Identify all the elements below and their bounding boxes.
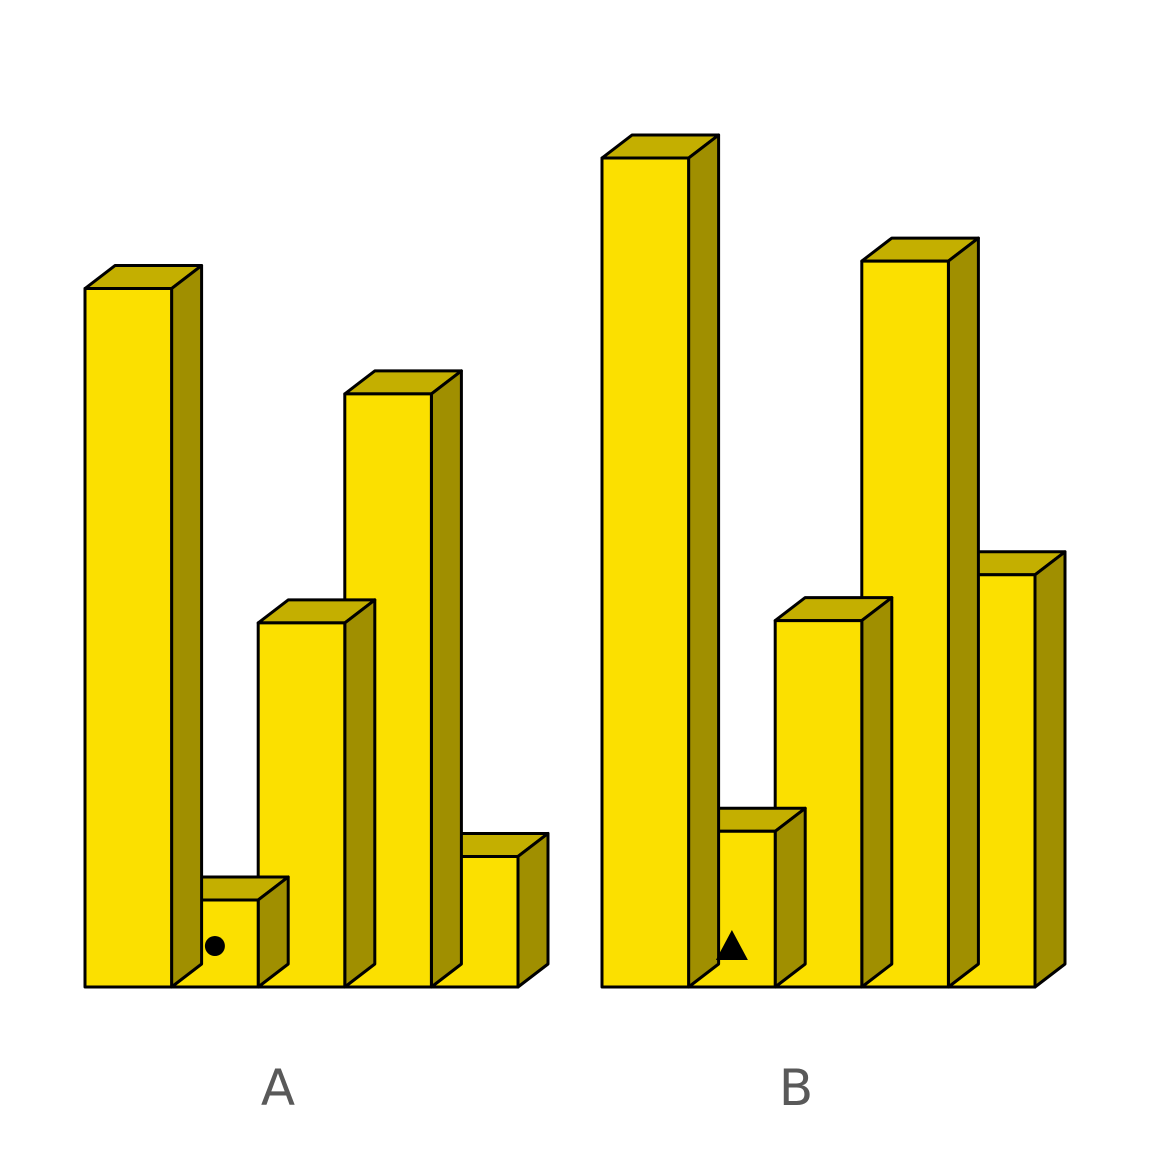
bar-side-face (516, 831, 550, 989)
bar-a-1 (83, 264, 204, 989)
bar-side-face (1033, 550, 1067, 989)
bar-side-face (687, 133, 721, 989)
chart-group-b (600, 133, 1067, 989)
chart-group-a (83, 264, 550, 989)
bar-side-face (343, 598, 377, 989)
triangle-marker (715, 930, 748, 960)
bar-side-face (773, 806, 807, 989)
bar-b-1 (600, 133, 721, 989)
bar-side-face (429, 369, 463, 989)
circle-marker (204, 936, 225, 956)
group-label-b: B (779, 1059, 813, 1117)
bar-side-face (946, 236, 980, 989)
bar-a-3 (256, 598, 377, 989)
group-label-a: A (261, 1059, 295, 1117)
bar-front-face (600, 156, 691, 989)
bar-front-face (83, 287, 174, 989)
bar-side-face (170, 264, 204, 989)
bar-side-face (860, 596, 894, 989)
